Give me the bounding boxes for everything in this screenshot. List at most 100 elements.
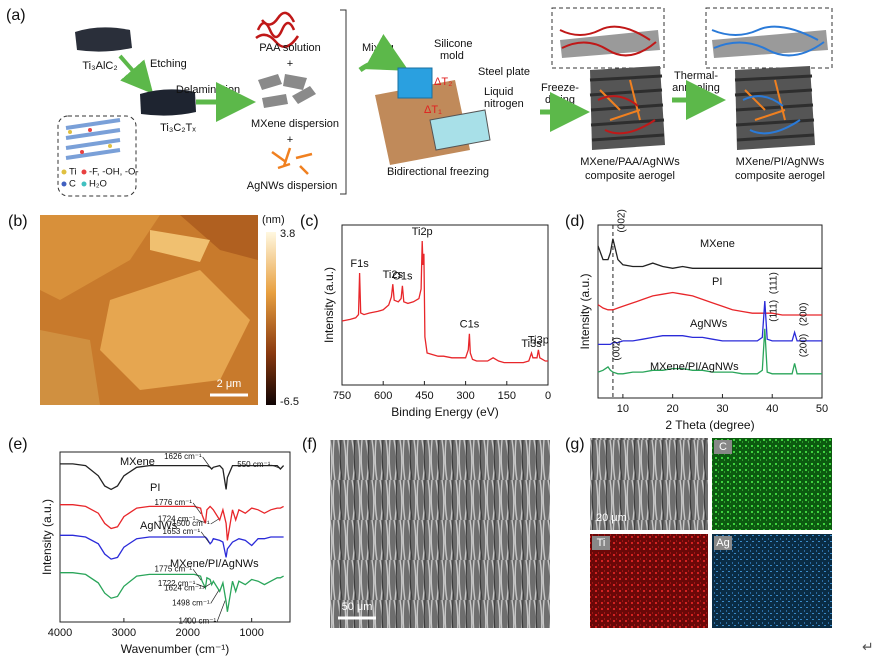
legend-label: H₂O <box>89 179 107 190</box>
silicone-mold <box>397 67 433 99</box>
label: Silicone <box>434 38 473 50</box>
map-label: C <box>719 441 727 453</box>
legend-dot <box>61 181 67 187</box>
legend-dot <box>81 181 87 187</box>
series-label: PI <box>712 276 722 288</box>
spectrum-line <box>597 238 822 269</box>
peak-label: 1500 cm⁻¹ <box>172 519 210 528</box>
x-tick-label: 750 <box>333 390 351 402</box>
peak-label: (002) <box>617 209 628 232</box>
label: nitrogen <box>484 98 524 110</box>
colorbar <box>266 232 276 405</box>
label: Steel plate <box>478 66 530 78</box>
map-tag <box>714 440 732 454</box>
label: Thermal- <box>674 70 718 82</box>
panel-label: (e) <box>8 436 28 453</box>
charts: 750 600 450 300 150 0 Binding Energy (eV) Inten… <box>40 209 828 656</box>
liquid-nitrogen <box>429 109 491 151</box>
peak-label: (200) <box>798 334 809 357</box>
peak-pointer <box>200 531 210 544</box>
peak-label: Ti3s <box>521 338 542 350</box>
scale-bar-label: 2 μm <box>217 378 242 390</box>
peak-label: Ti2s <box>383 269 404 281</box>
label: + <box>287 134 293 146</box>
spectrum-line <box>60 572 284 612</box>
peak-pointer <box>210 518 219 525</box>
map-label: Ag <box>716 537 729 549</box>
map-tag <box>592 536 610 550</box>
legend-dot <box>61 169 67 175</box>
label: ΔT₂ <box>434 76 452 88</box>
spectrum-line <box>597 291 822 316</box>
peak-label: C1s <box>460 319 480 331</box>
peak-label: 1775 cm⁻¹ <box>155 564 193 573</box>
peak-pointer <box>210 590 220 604</box>
peak-pointer <box>202 583 211 589</box>
peak-pointer <box>216 600 226 622</box>
peak-label: (111) <box>768 272 779 294</box>
legend-label: Ti <box>69 167 77 178</box>
x-axis-label: 2 Theta (degree) <box>665 418 754 432</box>
label: composite aerogel <box>735 170 825 182</box>
series-label: PI <box>150 482 160 494</box>
panel-label: (g) <box>565 436 585 453</box>
x-tick-label: 450 <box>415 390 433 402</box>
x-tick-label: 30 <box>716 403 728 415</box>
plot-frame <box>597 224 823 399</box>
plot-frame <box>59 451 291 623</box>
x-tick-label: 0 <box>545 390 551 402</box>
eds-sem-image <box>590 438 708 530</box>
label: mold <box>440 50 464 62</box>
schematic: Ti₃AlC₂ Etching Ti₃C₂Tₓ Ti -F, -OH, -O- … <box>57 7 833 197</box>
x-tick-label: 300 <box>456 390 474 402</box>
label: MXene/PAA/AgNWs <box>580 156 680 168</box>
scale-bar-label: 20 μm <box>596 512 627 524</box>
x-axis-label: Wavenumber (cm⁻¹) <box>121 642 230 656</box>
x-tick-label: 20 <box>667 403 679 415</box>
x-tick-label: 1000 <box>239 627 263 639</box>
peak-label: 1400 cm⁻¹ <box>179 617 217 626</box>
aerogel-detail <box>711 25 825 57</box>
arrow <box>118 54 154 95</box>
peak-label: (002) <box>612 337 623 360</box>
series-label: MXene <box>120 456 155 468</box>
peak-pointer <box>202 456 211 469</box>
label: MXene dispersion <box>251 118 339 130</box>
label: ΔT₁ <box>424 104 442 116</box>
spectrum-line <box>341 240 548 364</box>
aerogel-detail <box>560 30 660 58</box>
peak-label: F1s <box>350 258 369 270</box>
map-label: Ti <box>597 537 606 549</box>
label: MXene/PI/AgNWs <box>736 156 825 168</box>
peak-label: 1624 cm⁻¹ <box>164 584 202 593</box>
label: Mixing <box>362 42 394 54</box>
peak-pointer <box>192 568 202 581</box>
spectrum-line <box>60 534 284 560</box>
max-phase-block <box>75 27 132 52</box>
nanowires <box>271 147 313 175</box>
series-label: MXene/PI/AgNWs <box>170 558 259 570</box>
peak-label: (200) <box>798 303 809 326</box>
mxene-block <box>140 89 196 116</box>
peak-label: 1498 cm⁻¹ <box>172 599 210 608</box>
peak-label: Ti2p <box>412 226 433 238</box>
x-tick-label: 3000 <box>112 627 136 639</box>
sem-image <box>330 440 550 628</box>
series-label: MXene <box>700 238 735 250</box>
colorbar-min: -6.5 <box>280 396 299 408</box>
x-tick-label: 2000 <box>176 627 200 639</box>
panel-label: (b) <box>8 213 28 230</box>
peak-pointer <box>196 519 205 523</box>
panel-label: (f) <box>302 436 317 453</box>
spectrum-line <box>60 463 285 491</box>
peak-pointer <box>271 464 280 469</box>
peak-label: Ti3p <box>528 335 549 347</box>
peak-label: 1722 cm⁻¹ <box>158 579 196 588</box>
atom-layers <box>65 118 121 160</box>
arrow <box>358 34 409 73</box>
peak-label: (111) <box>768 300 779 322</box>
x-tick-label: 150 <box>498 390 516 402</box>
return-mark: ↵ <box>862 639 874 655</box>
legend-label: C <box>69 179 76 190</box>
